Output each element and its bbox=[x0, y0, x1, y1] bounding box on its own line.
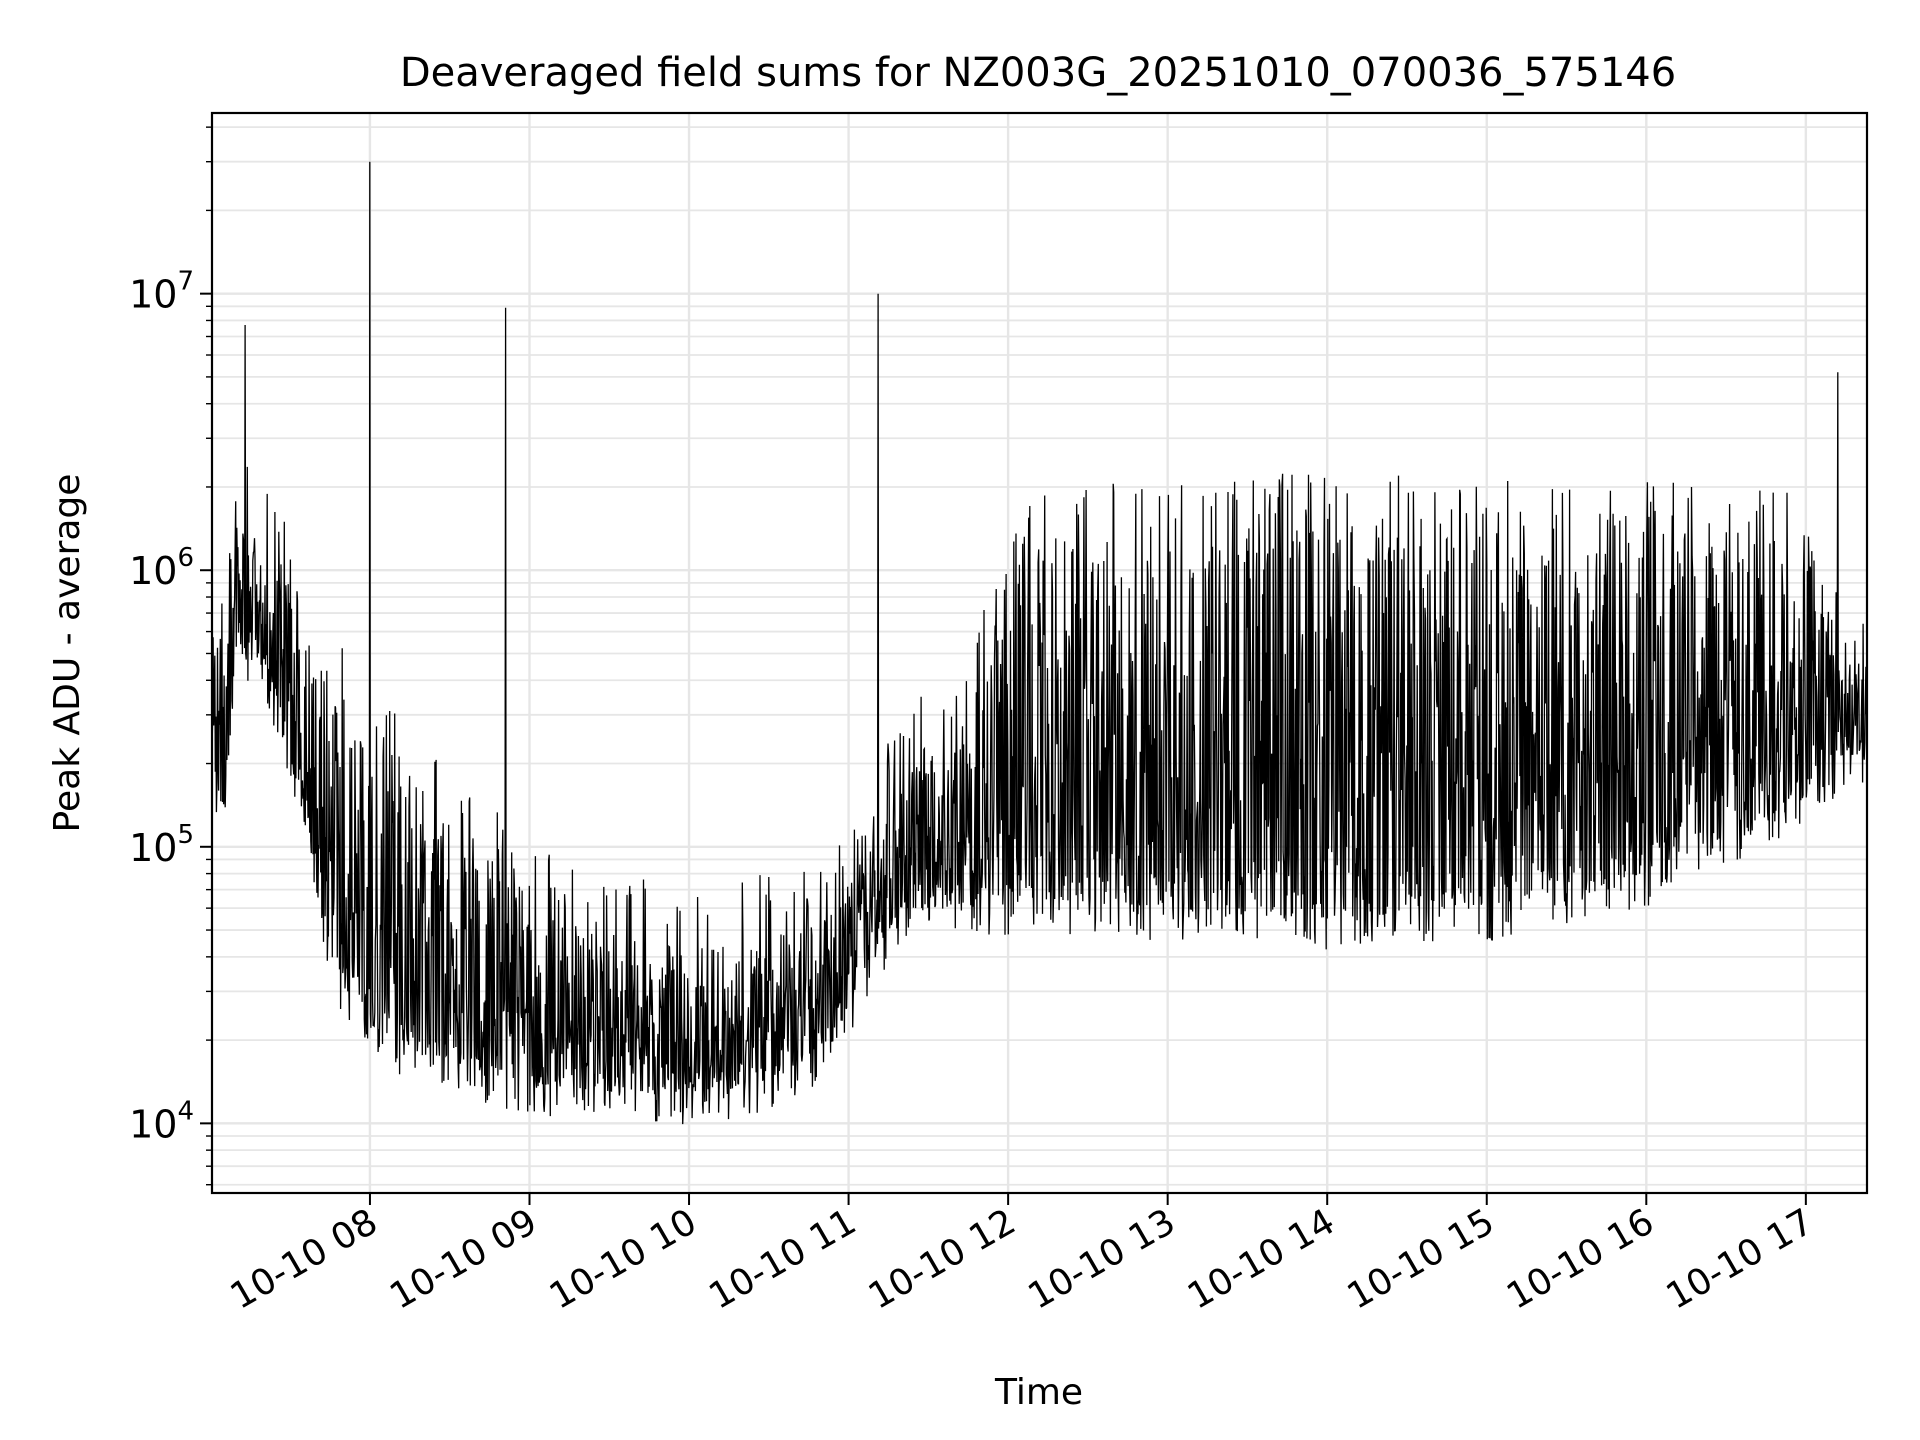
y-tick-label-exponent: 5 bbox=[177, 820, 194, 850]
x-axis-label: Time bbox=[994, 1372, 1083, 1413]
series-line bbox=[211, 161, 1868, 1125]
y-tick-label-base: 10 bbox=[129, 1102, 177, 1146]
data-layer bbox=[211, 161, 1868, 1125]
y-tick-label-exponent: 4 bbox=[177, 1096, 194, 1126]
y-tick-label-exponent: 6 bbox=[177, 543, 194, 573]
y-tick-label-base: 10 bbox=[129, 549, 177, 593]
y-tick-label-base: 10 bbox=[129, 273, 177, 317]
y-tick-label: 105 bbox=[129, 820, 194, 870]
y-tick-label: 104 bbox=[129, 1096, 194, 1146]
y-tick-label-base: 10 bbox=[129, 826, 177, 870]
y-tick-label: 107 bbox=[129, 267, 194, 317]
y-tick-label: 106 bbox=[129, 543, 194, 593]
y-axis-label: Peak ADU - average bbox=[47, 474, 88, 833]
y-tick-label-exponent: 7 bbox=[177, 267, 194, 297]
chart-title: Deaveraged field sums for NZ003G_2025101… bbox=[400, 50, 1676, 96]
